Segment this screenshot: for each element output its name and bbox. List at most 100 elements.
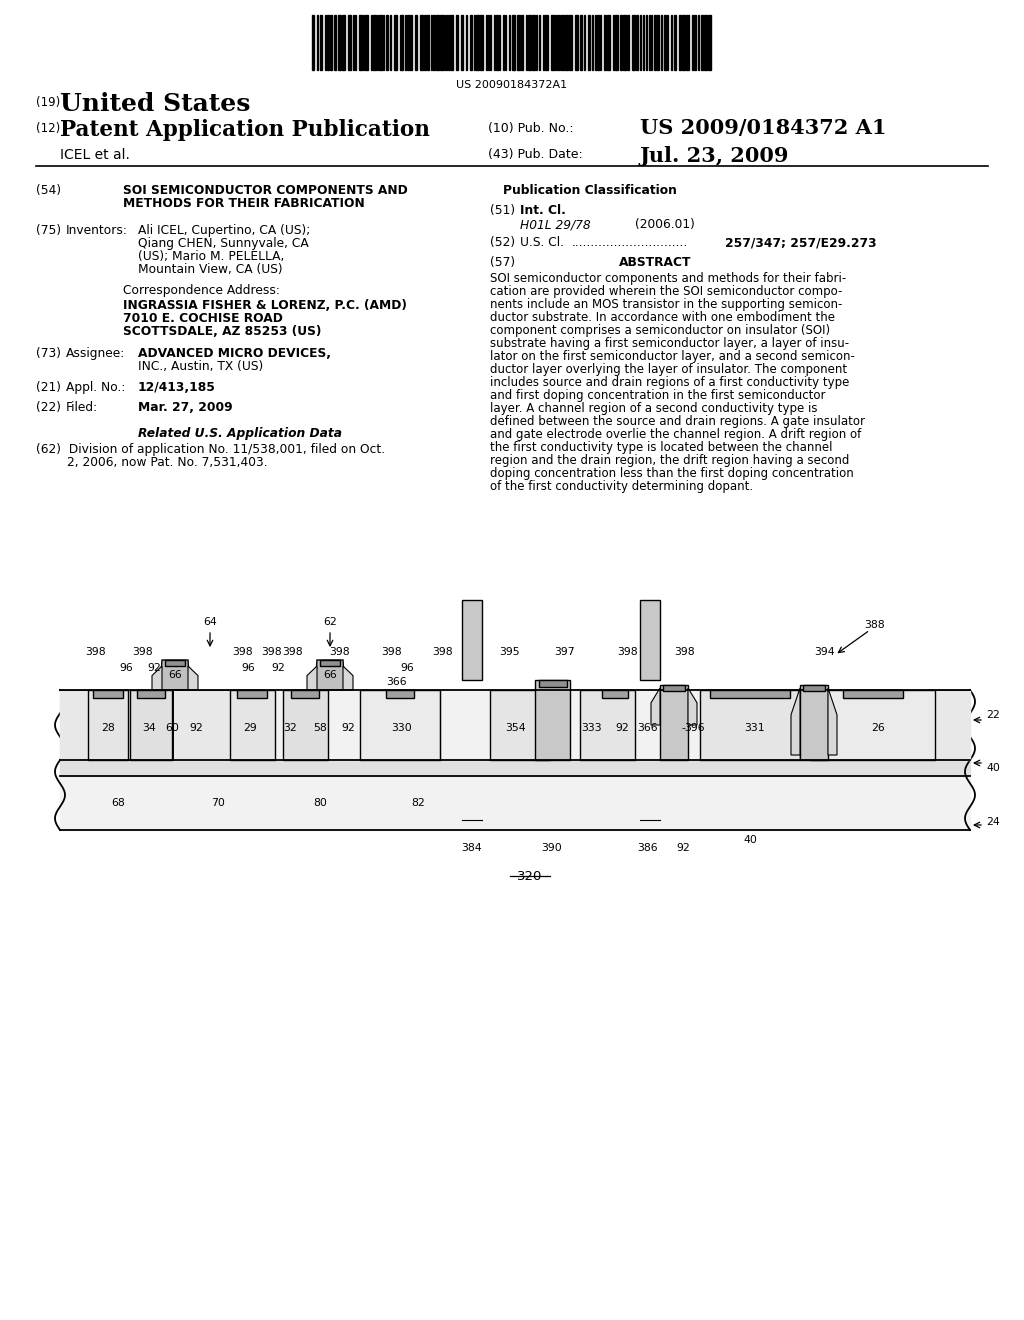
Bar	[710, 690, 790, 698]
Text: 257/347; 257/E29.273: 257/347; 257/E29.273	[725, 236, 877, 249]
Bar	[636, 15, 638, 70]
Polygon shape	[315, 660, 345, 690]
Text: 398: 398	[232, 647, 253, 657]
Text: 354: 354	[506, 723, 526, 733]
Bar	[569, 15, 572, 70]
Text: Publication Classification: Publication Classification	[503, 183, 677, 197]
Text: (10) Pub. No.:: (10) Pub. No.:	[488, 121, 573, 135]
Bar	[660, 685, 688, 760]
Text: 394: 394	[815, 647, 836, 657]
Text: 92: 92	[615, 723, 629, 733]
Text: 60: 60	[165, 723, 179, 733]
Text: United States: United States	[60, 92, 251, 116]
Text: 7010 E. COCHISE ROAD: 7010 E. COCHISE ROAD	[123, 312, 283, 325]
Bar	[551, 15, 554, 70]
Text: ductor substrate. In accordance with one embodiment the: ductor substrate. In accordance with one…	[490, 312, 835, 323]
Text: -: -	[681, 723, 685, 733]
Bar	[359, 15, 362, 70]
Bar	[682, 15, 685, 70]
Bar	[327, 15, 329, 70]
Text: 92: 92	[271, 663, 285, 673]
Bar	[708, 15, 711, 70]
Bar	[334, 15, 336, 70]
Text: (73): (73)	[36, 347, 61, 360]
Text: 58: 58	[313, 723, 327, 733]
Polygon shape	[160, 660, 190, 690]
Text: 331: 331	[744, 723, 765, 733]
Text: the first conductivity type is located between the channel: the first conductivity type is located b…	[490, 441, 833, 454]
Bar	[312, 15, 314, 70]
Text: component comprises a semiconductor on insulator (SOI): component comprises a semiconductor on i…	[490, 323, 830, 337]
Bar	[580, 690, 635, 760]
Text: U.S. Cl.: U.S. Cl.	[520, 236, 564, 249]
Text: substrate having a first semiconductor layer, a layer of insu-: substrate having a first semiconductor l…	[490, 337, 849, 350]
Text: US 20090184372A1: US 20090184372A1	[457, 81, 567, 90]
Polygon shape	[791, 688, 800, 755]
Bar	[640, 601, 660, 680]
Bar	[701, 15, 703, 70]
Text: US 2009/0184372 A1: US 2009/0184372 A1	[640, 117, 887, 139]
Text: cation are provided wherein the SOI semiconductor compo-: cation are provided wherein the SOI semi…	[490, 285, 843, 298]
Text: SOI semiconductor components and methods for their fabri-: SOI semiconductor components and methods…	[490, 272, 846, 285]
Text: SOI SEMICONDUCTOR COMPONENTS AND: SOI SEMICONDUCTOR COMPONENTS AND	[123, 183, 408, 197]
Bar	[456, 15, 458, 70]
Text: INGRASSIA FISHER & LORENZ, P.C. (AMD): INGRASSIA FISHER & LORENZ, P.C. (AMD)	[123, 300, 407, 312]
Bar	[450, 15, 453, 70]
Bar	[476, 15, 479, 70]
Bar	[496, 15, 498, 70]
Text: (US); Mario M. PELELLA,: (US); Mario M. PELELLA,	[138, 249, 285, 263]
Text: Assignee:: Assignee:	[66, 347, 125, 360]
Text: 66: 66	[324, 671, 337, 680]
Text: defined between the source and drain regions. A gate insulator: defined between the source and drain reg…	[490, 414, 865, 428]
Bar	[843, 690, 903, 698]
Text: METHODS FOR THEIR FABRICATION: METHODS FOR THEIR FABRICATION	[123, 197, 365, 210]
Text: 64: 64	[203, 616, 217, 627]
Text: 24: 24	[986, 817, 999, 828]
Bar	[461, 15, 463, 70]
Text: 386: 386	[638, 843, 658, 853]
Bar	[620, 15, 622, 70]
Text: 28: 28	[101, 723, 115, 733]
Polygon shape	[828, 688, 837, 755]
Bar	[597, 15, 599, 70]
Bar	[342, 15, 345, 70]
Bar	[338, 15, 341, 70]
Bar	[521, 15, 523, 70]
Text: (43) Pub. Date:: (43) Pub. Date:	[488, 148, 583, 161]
Text: (62)  Division of application No. 11/538,001, filed on Oct.: (62) Division of application No. 11/538,…	[36, 444, 385, 455]
Text: (2006.01): (2006.01)	[635, 218, 695, 231]
Text: 366: 366	[638, 723, 658, 733]
Polygon shape	[307, 667, 317, 690]
Bar	[545, 15, 548, 70]
Text: (57): (57)	[490, 256, 515, 269]
Bar	[654, 15, 656, 70]
Bar	[420, 15, 423, 70]
Text: (22): (22)	[36, 401, 61, 414]
Bar	[810, 690, 935, 760]
Text: 92: 92	[676, 843, 690, 853]
Bar	[532, 15, 535, 70]
Bar	[88, 690, 128, 760]
Polygon shape	[343, 667, 353, 690]
Bar	[407, 15, 409, 70]
Bar	[575, 15, 578, 70]
Bar	[137, 690, 165, 698]
Bar	[705, 15, 707, 70]
Bar	[230, 690, 275, 760]
Bar	[623, 15, 626, 70]
Bar	[528, 15, 531, 70]
Text: 32: 32	[283, 723, 297, 733]
Bar	[365, 15, 368, 70]
Bar	[410, 15, 412, 70]
Bar	[664, 15, 666, 70]
Bar	[615, 15, 618, 70]
Bar	[462, 601, 482, 680]
Bar	[632, 15, 635, 70]
Polygon shape	[651, 688, 660, 725]
Text: 68: 68	[112, 799, 125, 808]
Text: 96: 96	[119, 663, 133, 673]
Text: 96: 96	[400, 663, 414, 673]
Text: 66: 66	[168, 671, 182, 680]
Bar	[291, 690, 319, 698]
Text: doping concentration less than the first doping concentration: doping concentration less than the first…	[490, 467, 854, 480]
